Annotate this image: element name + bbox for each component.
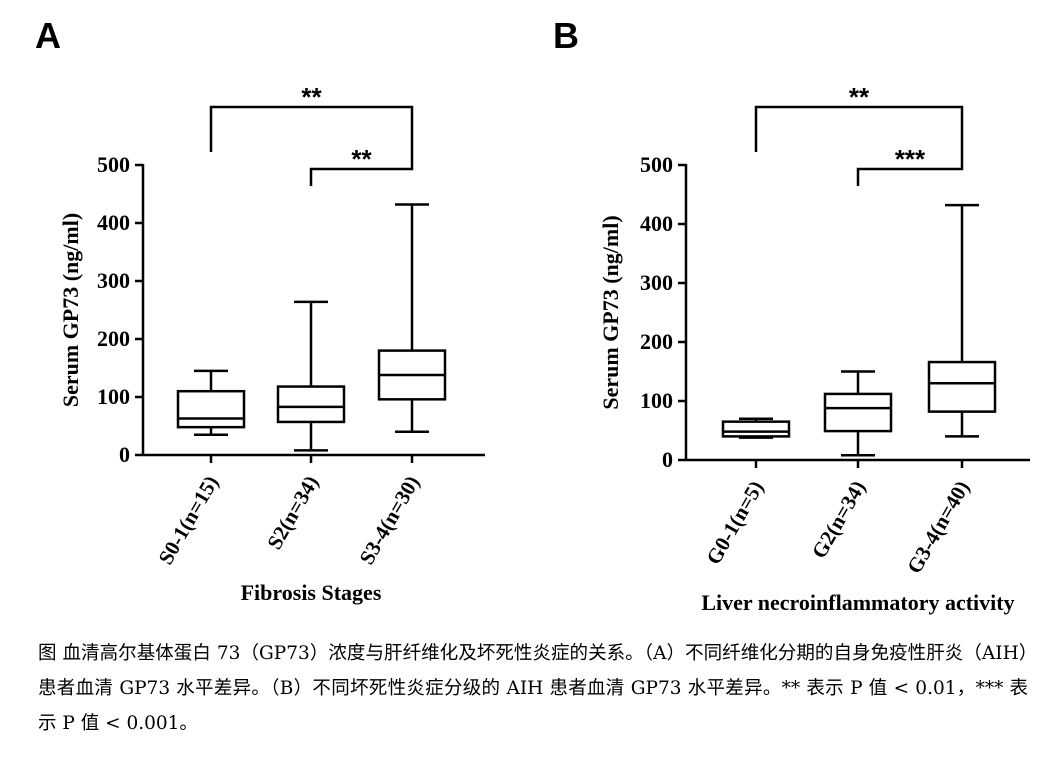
- iqr-box: [276, 385, 346, 424]
- panel-letter: A: [35, 15, 61, 56]
- significance-bracket: [754, 105, 964, 152]
- y-tick-label: 0: [119, 442, 130, 467]
- significance-bracket: [309, 152, 414, 186]
- y-axis-title: Serum GP73 (ng/ml): [58, 213, 83, 407]
- y-tick-label: 300: [97, 268, 130, 293]
- y-tick-label: 400: [97, 210, 130, 235]
- iqr-box: [176, 389, 246, 429]
- iqr-box: [927, 360, 997, 413]
- box-S0-1(n=15): [176, 369, 246, 436]
- x-tick-label: S0-1(n=15): [153, 472, 223, 569]
- y-tick-label: 400: [640, 211, 673, 236]
- significance-label: ***: [895, 144, 926, 174]
- y-tick-label: 100: [640, 388, 673, 413]
- y-tick-label: 500: [97, 152, 130, 177]
- figure-panels: A 0 100 200 300 400 500 Serum GP73 (ng/ml) S0-1(…: [35, 15, 1030, 615]
- x-tick-label: G2(n=34): [807, 476, 871, 562]
- x-tick-label: S3-4(n=30): [354, 472, 424, 569]
- y-tick-label: 100: [97, 384, 130, 409]
- box-G2(n=34): [823, 370, 893, 457]
- significance-label: **: [351, 144, 372, 174]
- x-axis-title: Fibrosis Stages: [241, 580, 382, 605]
- y-tick-label: 500: [640, 152, 673, 177]
- x-tick-label: S2(n=34): [262, 471, 323, 553]
- y-tick-label: 200: [97, 326, 130, 351]
- x-tick-label: G3-4(n=40): [902, 477, 974, 578]
- figure-caption: 图 血清高尔基体蛋白 73（GP73）浓度与肝纤维化及坏死性炎症的关系。（A）不…: [38, 643, 1028, 734]
- x-axis-title: Liver necroinflammatory activity: [701, 590, 1014, 615]
- iqr-box: [823, 392, 893, 433]
- y-tick-label: 200: [640, 329, 673, 354]
- chart-panel-a: A 0 100 200 300 400 500 Serum GP73 (ng/ml) S0-1(…: [35, 15, 485, 605]
- box-G0-1(n=5): [721, 417, 791, 439]
- significance-bracket: [209, 105, 414, 152]
- significance-label: **: [849, 82, 870, 112]
- box-S2(n=34): [276, 300, 346, 452]
- y-tick-label: 0: [662, 447, 673, 472]
- y-tick-label: 300: [640, 270, 673, 295]
- significance-label: **: [301, 82, 322, 112]
- significance-bracket: [856, 152, 964, 186]
- panel-letter: B: [553, 15, 579, 56]
- chart-panel-b: B 0 100 200 300 400 500 Serum GP73 (ng/ml) G0-1(…: [553, 15, 1030, 615]
- x-tick-label: G0-1(n=5): [701, 477, 768, 569]
- iqr-box: [721, 420, 791, 438]
- box-S3-4(n=30): [377, 203, 447, 434]
- y-axis-title: Serum GP73 (ng/ml): [598, 215, 623, 409]
- box-G3-4(n=40): [927, 203, 997, 438]
